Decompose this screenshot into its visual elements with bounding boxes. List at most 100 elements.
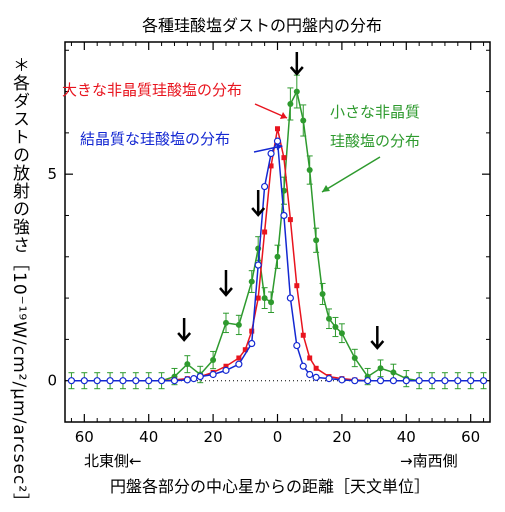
x-tick-label: 60 xyxy=(461,428,480,446)
direction-left: 北東側← xyxy=(84,452,142,470)
data-point xyxy=(280,211,288,220)
data-point xyxy=(389,377,398,385)
series-1 xyxy=(67,137,488,385)
down-arrow-head xyxy=(177,332,192,342)
data-point xyxy=(242,347,248,353)
data-point xyxy=(294,283,300,289)
x-tick-label: 0 xyxy=(273,428,283,446)
x-axis-label: 円盤各部分の中心星からの距離［天文単位］ xyxy=(110,477,430,496)
y-axis-label: ＊各ダストの放射の強さ［10⁻¹⁹W/cm²/μm/arcsec²］ xyxy=(9,56,29,512)
down-arrow-head xyxy=(289,66,304,76)
data-point xyxy=(313,365,319,371)
data-point xyxy=(454,377,462,385)
data-point xyxy=(170,377,179,385)
data-point xyxy=(415,377,423,385)
data-point xyxy=(377,365,384,372)
direction-right: →南西側 xyxy=(400,452,458,470)
plot-frame xyxy=(64,41,491,423)
data-point xyxy=(267,149,275,158)
data-point xyxy=(376,377,385,385)
pointer-red-head xyxy=(280,112,287,119)
data-point xyxy=(275,126,280,132)
data-point xyxy=(293,88,300,95)
data-point xyxy=(80,377,88,385)
series-2 xyxy=(68,74,487,390)
data-point xyxy=(313,237,320,244)
data-point xyxy=(325,375,333,383)
x-tick-label: 40 xyxy=(139,428,158,446)
pointer-green xyxy=(321,156,381,193)
data-point xyxy=(190,375,198,383)
down-arrow-head xyxy=(251,207,266,217)
data-point xyxy=(93,377,101,385)
data-point xyxy=(306,167,313,174)
data-point xyxy=(268,299,275,306)
y-tick-label: 0 xyxy=(47,372,57,390)
data-point xyxy=(300,332,306,338)
data-point xyxy=(467,377,475,385)
data-point xyxy=(273,137,282,145)
data-point xyxy=(248,278,255,285)
x-tick-label: 40 xyxy=(397,428,416,446)
data-point xyxy=(235,360,243,368)
annotation-arrows xyxy=(177,52,385,350)
data-point xyxy=(338,330,345,337)
data-point xyxy=(261,295,268,302)
data-point xyxy=(132,377,140,385)
data-point xyxy=(441,377,449,385)
data-point xyxy=(106,377,114,385)
data-point xyxy=(332,324,339,330)
pointer-blue-head xyxy=(276,143,283,150)
data-point xyxy=(249,328,255,334)
x-tick-label: 60 xyxy=(75,428,94,446)
y-tick-label: 5 xyxy=(47,165,57,183)
data-point xyxy=(261,182,269,191)
x-tick-label: 20 xyxy=(332,428,351,446)
data-point xyxy=(287,100,294,107)
x-tick-label: 20 xyxy=(204,428,223,446)
axis-ticks: 60 40 20 0 20 40 60 0 5 xyxy=(47,42,490,446)
data-point xyxy=(262,229,268,235)
data-point xyxy=(402,377,410,385)
label-small-amorphous-line2: 珪酸塩の分布 xyxy=(330,132,420,150)
data-point xyxy=(255,295,261,301)
data-point xyxy=(390,369,397,376)
data-point xyxy=(287,217,293,223)
data-point xyxy=(254,261,262,269)
data-point xyxy=(183,376,191,384)
series-layer xyxy=(67,74,488,390)
data-point xyxy=(235,321,242,328)
data-point xyxy=(286,294,294,302)
data-point xyxy=(479,377,488,385)
data-point xyxy=(222,319,229,326)
data-point xyxy=(300,117,307,124)
data-point xyxy=(364,377,372,385)
data-point xyxy=(326,315,333,322)
data-point xyxy=(307,355,313,361)
label-small-amorphous-line1: 小さな非晶質 xyxy=(330,103,420,121)
data-point xyxy=(351,354,358,361)
data-point xyxy=(268,163,274,169)
data-point xyxy=(319,290,326,297)
data-point xyxy=(157,377,166,385)
data-point xyxy=(312,373,320,381)
down-arrow-head xyxy=(219,287,233,297)
chart-title: 各種珪酸塩ダストの円盤内の分布 xyxy=(142,16,382,35)
data-point xyxy=(351,377,359,385)
data-point xyxy=(299,362,307,370)
data-point xyxy=(293,341,301,350)
data-point xyxy=(145,377,153,385)
data-point xyxy=(209,370,217,379)
data-point xyxy=(281,155,287,161)
data-point xyxy=(223,363,229,369)
data-point xyxy=(236,355,242,361)
data-point xyxy=(196,372,204,381)
data-point xyxy=(428,377,436,385)
data-point xyxy=(222,366,230,374)
data-point xyxy=(67,377,76,385)
label-large-amorphous: 大きな非晶質珪酸塩の分布 xyxy=(62,81,242,99)
data-point xyxy=(119,377,127,385)
data-point xyxy=(338,376,346,384)
data-point xyxy=(306,370,314,379)
